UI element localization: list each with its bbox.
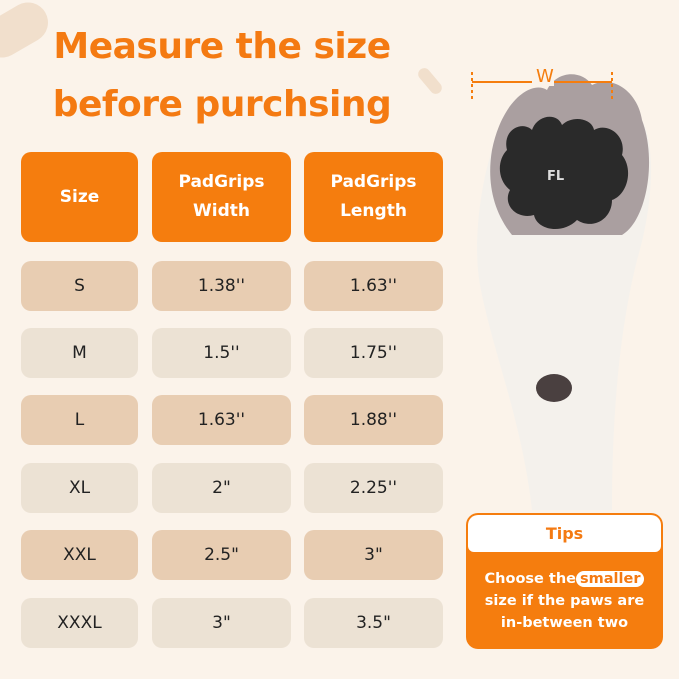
table-cell-size: L (21, 395, 138, 445)
paw-image: FL W (471, 64, 652, 510)
table-cell-width: 2" (152, 463, 291, 513)
table-cell-size: XXXL (21, 598, 138, 648)
table-cell-length: 3" (304, 530, 443, 580)
title-line-2: before purchsing (52, 84, 392, 125)
tips-box: Tips Choose the smaller size if the paws … (466, 513, 663, 649)
header-size: Size (21, 152, 138, 242)
table-cell-length: 1.63'' (304, 261, 443, 311)
page-title: Measure the size before purchsing (22, 18, 422, 134)
header-width: PadGrips Width (152, 152, 291, 242)
logo: FL (547, 169, 564, 184)
table-cell-size: S (21, 261, 138, 311)
table-cell-width: 3" (152, 598, 291, 648)
table-cell-width: 1.63'' (152, 395, 291, 445)
measure-label: W (536, 66, 554, 87)
table-cell-length: 3.5" (304, 598, 443, 648)
table-cell-length: 2.25'' (304, 463, 443, 513)
title-line-1: Measure the size (53, 26, 391, 67)
table-cell-size: M (21, 328, 138, 378)
tips-text: Choose the smaller size if the paws are i… (466, 554, 663, 634)
table-cell-size: XL (21, 463, 138, 513)
table-cell-size: XXL (21, 530, 138, 580)
table-cell-width: 1.38'' (152, 261, 291, 311)
table-cell-width: 2.5" (152, 530, 291, 580)
tips-text-start: Choose the (484, 571, 577, 587)
header-length: PadGrips Length (304, 152, 443, 242)
tips-text-end: size if the paws are in-between two (484, 593, 645, 631)
table-cell-length: 1.88'' (304, 395, 443, 445)
table-cell-length: 1.75'' (304, 328, 443, 378)
tips-highlight: smaller (576, 571, 645, 587)
table-cell-width: 1.5'' (152, 328, 291, 378)
tips-title: Tips (468, 515, 661, 552)
